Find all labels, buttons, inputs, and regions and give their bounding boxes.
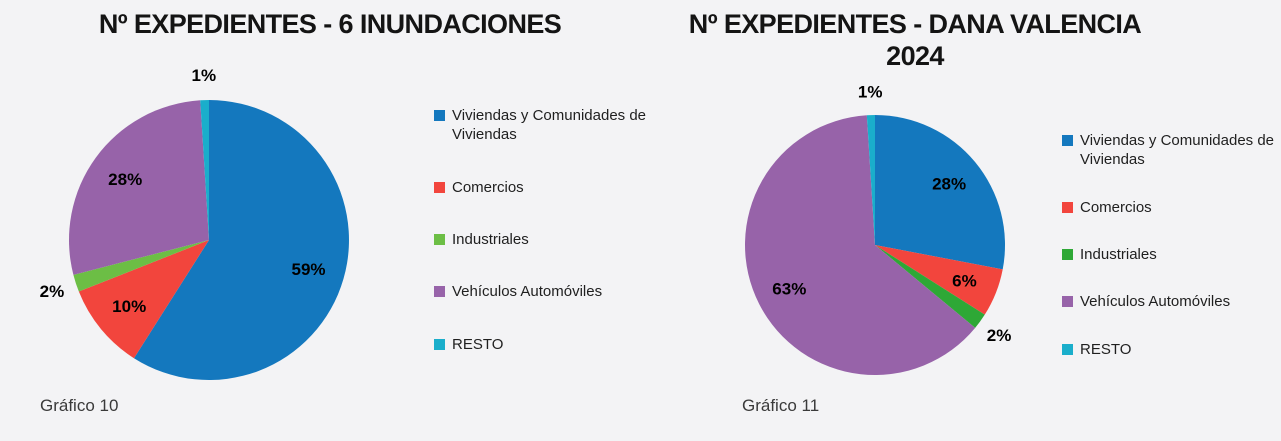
legend-item: Vehículos Automóviles [1062,292,1281,311]
legend-item: RESTO [1062,340,1281,359]
legend-swatch-icon [434,110,445,121]
pie-data-label: 2% [40,282,65,301]
legend-item: Industriales [434,230,669,249]
legend-label: RESTO [1080,340,1132,358]
legend-item: Comercios [434,178,669,197]
legend-swatch-icon [1062,135,1073,146]
legend-label: Viviendas y Comunidades de Viviendas [1080,132,1275,169]
pie-data-label: 6% [952,271,977,290]
legend-swatch-icon [434,234,445,245]
pie-slice [78,240,209,359]
pie-slice [745,115,976,376]
chart-caption-left: Gráfico 10 [40,396,119,415]
pie-data-label: 63% [772,280,806,299]
pie-slice [875,245,985,328]
pie-data-label: 1% [858,83,883,102]
pie-data-label: 1% [192,66,217,85]
legend-label: Comercios [452,178,524,196]
pie-data-label: 59% [291,260,325,279]
pie-slice [133,100,349,381]
pie-slice [875,245,1003,315]
legend-left: Viviendas y Comunidades de Viviendas Come… [434,106,669,354]
legend-label: Industriales [1080,246,1157,263]
pie-slice [73,240,210,292]
pie-data-label: 2% [987,326,1012,345]
pie-slice [200,100,209,240]
legend-label: Viviendas y Comunidades de Viviendas [452,107,647,144]
legend-item: Viviendas y Comunidades de Viviendas [434,106,669,144]
legend-swatch-icon [1062,343,1073,355]
legend-swatch-icon [434,286,445,298]
pie-data-label: 28% [108,170,142,189]
pie-chart-left: 59% 10% 2% 28% 1% [40,66,349,381]
chart-title-left: Nº EXPEDIENTES - 6 INUNDACIONES [98,9,562,39]
legend-swatch-icon [434,338,445,350]
pie-slice [69,100,209,275]
legend-swatch-icon [1062,201,1073,213]
pie-slice [875,115,1006,270]
legend-item: RESTO [434,335,669,354]
legend-label: Vehículos Automóviles [1080,293,1231,311]
legend-item: Vehículos Automóviles [434,282,669,301]
legend-label: Industriales [452,231,529,248]
legend-item: Viviendas y Comunidades de Viviendas [1062,131,1281,169]
pie-data-label: 28% [932,175,966,194]
legend-label: Comercios [1080,198,1152,216]
legend-swatch-icon [1062,249,1073,260]
legend-label: RESTO [452,335,504,353]
pie-data-label: 10% [112,297,146,316]
pie-chart-right: 28% 6% 2% 63% 1% [745,83,1012,376]
legend-swatch-icon [1062,296,1073,308]
legend-label: Vehículos Automóviles [452,283,603,301]
pie-slice [866,115,875,245]
legend-item: Industriales [1062,245,1281,264]
chart-title-right: Nº EXPEDIENTES - DANA VALENCIA 2024 [688,9,1142,72]
chart-caption-right: Gráfico 11 [742,396,820,415]
legend-swatch-icon [434,181,445,193]
legend-item: Comercios [1062,198,1281,217]
legend-right: Viviendas y Comunidades de Viviendas Come… [1062,131,1281,359]
